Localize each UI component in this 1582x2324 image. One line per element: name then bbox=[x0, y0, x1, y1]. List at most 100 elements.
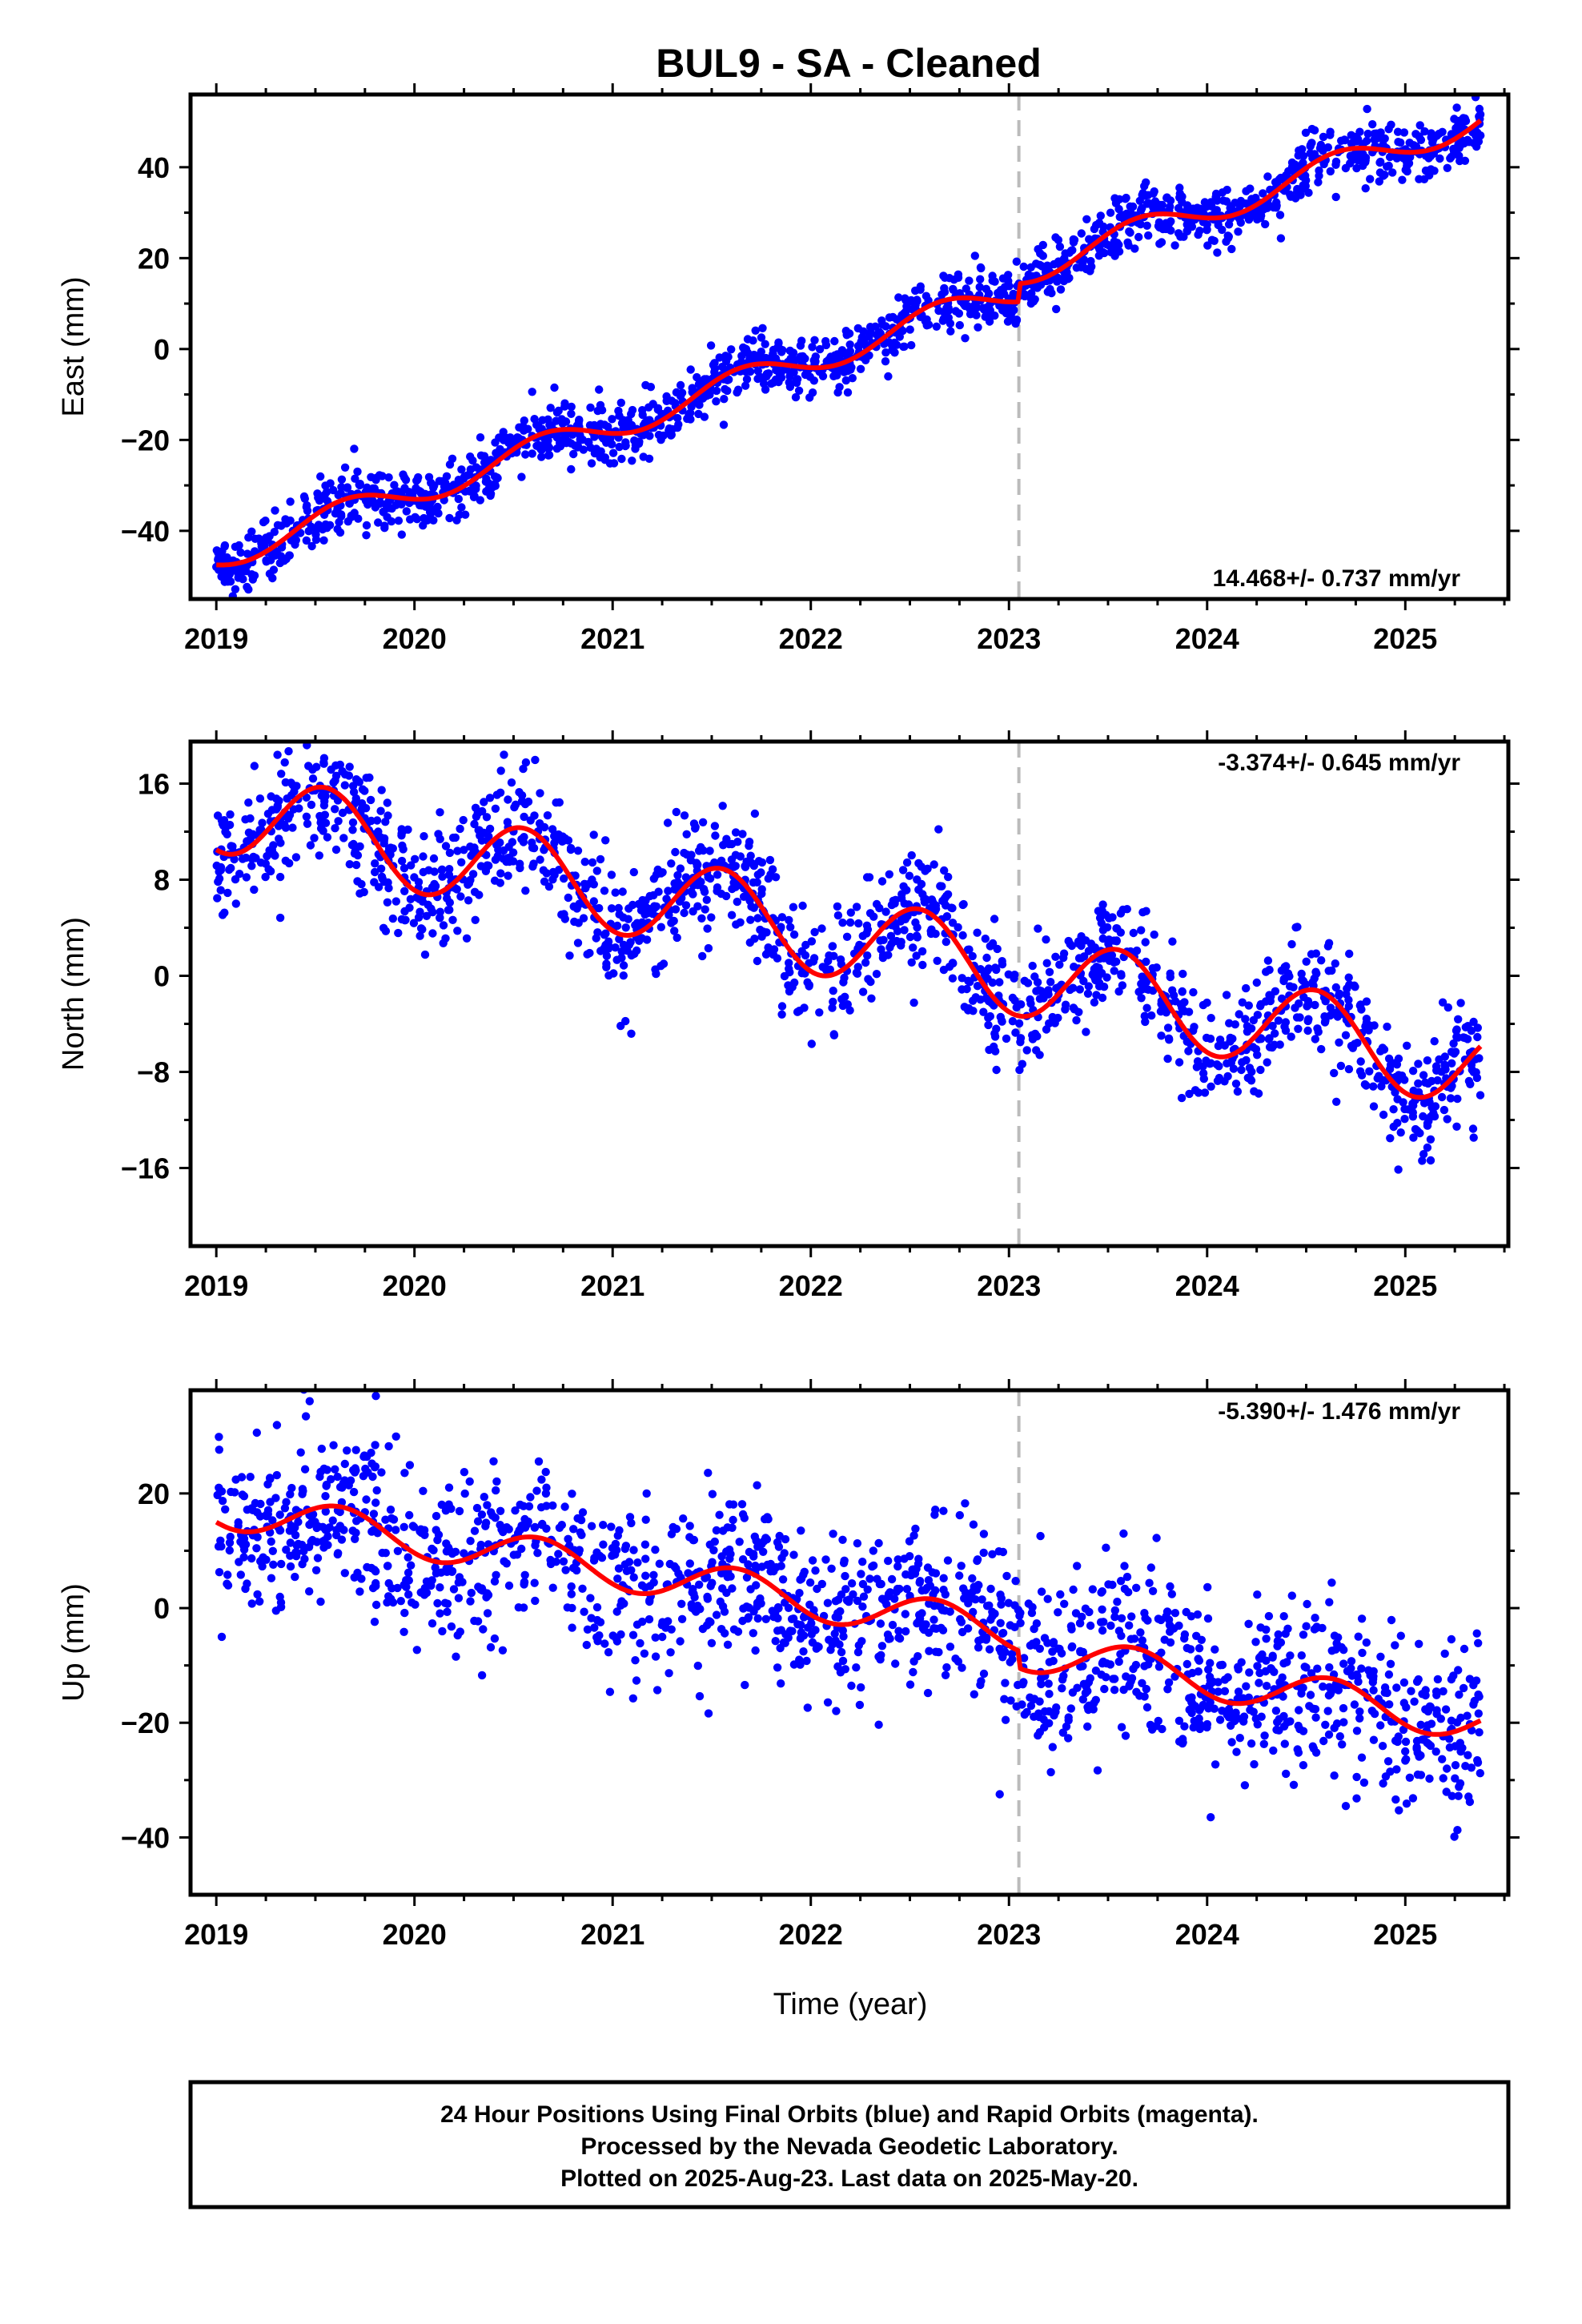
data-point bbox=[665, 426, 673, 435]
data-point bbox=[707, 1638, 717, 1647]
data-point bbox=[818, 372, 828, 380]
data-point bbox=[367, 816, 375, 826]
data-point bbox=[1238, 1058, 1247, 1067]
data-point bbox=[1203, 1614, 1213, 1623]
data-point bbox=[991, 1047, 1000, 1055]
data-point bbox=[717, 1552, 726, 1561]
data-point bbox=[746, 915, 755, 924]
data-point bbox=[537, 1475, 546, 1484]
data-point bbox=[628, 900, 637, 910]
data-point bbox=[1094, 251, 1104, 260]
data-point bbox=[376, 864, 386, 874]
data-point bbox=[1281, 1026, 1291, 1035]
data-point bbox=[260, 541, 269, 550]
x-tick-label: 2025 bbox=[1373, 1269, 1437, 1302]
data-point bbox=[811, 1566, 820, 1575]
data-point bbox=[612, 921, 622, 931]
data-point bbox=[460, 1489, 469, 1498]
data-point bbox=[1200, 198, 1210, 207]
data-point bbox=[912, 931, 921, 940]
data-point bbox=[745, 938, 754, 947]
data-point bbox=[751, 1646, 760, 1655]
data-point bbox=[1327, 966, 1336, 975]
data-point bbox=[838, 1656, 848, 1666]
data-point bbox=[540, 434, 549, 443]
data-point bbox=[634, 899, 644, 909]
data-point bbox=[216, 1536, 225, 1546]
data-point bbox=[934, 1647, 943, 1657]
data-point bbox=[580, 1607, 588, 1616]
data-point bbox=[1220, 1077, 1229, 1086]
data-point bbox=[1360, 155, 1369, 165]
data-point bbox=[926, 929, 936, 939]
x-tick-label: 2022 bbox=[779, 622, 843, 655]
data-point bbox=[1166, 196, 1175, 205]
data-point bbox=[247, 854, 256, 863]
data-point bbox=[1476, 1091, 1485, 1100]
data-point bbox=[548, 875, 557, 884]
data-point bbox=[914, 885, 923, 895]
data-point bbox=[805, 393, 814, 402]
data-point bbox=[400, 473, 409, 482]
data-point bbox=[255, 1597, 264, 1606]
data-point bbox=[577, 1530, 586, 1540]
data-point bbox=[428, 907, 437, 917]
data-point bbox=[749, 861, 758, 870]
data-point bbox=[713, 887, 721, 895]
data-point bbox=[483, 861, 492, 870]
data-point bbox=[329, 1441, 338, 1449]
data-point bbox=[419, 852, 428, 861]
data-point bbox=[673, 870, 682, 880]
data-point bbox=[400, 863, 409, 873]
data-point bbox=[729, 1515, 737, 1525]
data-point bbox=[1199, 1000, 1208, 1010]
data-point bbox=[909, 943, 917, 952]
data-point bbox=[355, 1587, 364, 1596]
data-point bbox=[548, 1583, 557, 1592]
data-point bbox=[1195, 1644, 1204, 1653]
data-point bbox=[1392, 1683, 1401, 1692]
data-point bbox=[1203, 225, 1211, 234]
data-point bbox=[1308, 978, 1317, 987]
data-point bbox=[465, 1477, 474, 1486]
data-point bbox=[482, 813, 492, 822]
data-point bbox=[621, 1542, 631, 1550]
data-point bbox=[323, 487, 331, 497]
data-point bbox=[564, 1534, 572, 1544]
data-point bbox=[528, 449, 536, 458]
data-point bbox=[215, 1568, 224, 1577]
data-point bbox=[529, 859, 538, 868]
data-point bbox=[1399, 1098, 1407, 1107]
data-point bbox=[1330, 1068, 1339, 1078]
data-point bbox=[686, 415, 695, 424]
data-point bbox=[941, 1606, 950, 1615]
data-point bbox=[370, 1618, 379, 1626]
data-point bbox=[348, 818, 358, 827]
data-point bbox=[1403, 167, 1411, 176]
data-point bbox=[420, 1590, 429, 1599]
data-point bbox=[530, 1578, 539, 1587]
data-point bbox=[1245, 1668, 1254, 1677]
data-point bbox=[1066, 1704, 1076, 1713]
data-point bbox=[886, 931, 896, 941]
data-point bbox=[1079, 976, 1088, 986]
data-point bbox=[1272, 1725, 1281, 1735]
data-point bbox=[311, 1566, 321, 1575]
data-point bbox=[404, 825, 412, 834]
data-point bbox=[1011, 1577, 1020, 1586]
data-point bbox=[948, 919, 958, 927]
data-point bbox=[1135, 196, 1145, 205]
data-point bbox=[428, 1619, 437, 1628]
data-point bbox=[1026, 299, 1036, 308]
data-point bbox=[1046, 1767, 1055, 1777]
data-point bbox=[288, 823, 297, 832]
data-point bbox=[1443, 1115, 1452, 1124]
data-point bbox=[777, 1679, 785, 1688]
data-point bbox=[1359, 1778, 1369, 1787]
data-point bbox=[665, 1669, 673, 1678]
data-point bbox=[282, 1546, 291, 1554]
data-point bbox=[624, 915, 632, 923]
data-point bbox=[573, 939, 583, 947]
data-point bbox=[214, 555, 223, 565]
data-point bbox=[1147, 1011, 1156, 1020]
